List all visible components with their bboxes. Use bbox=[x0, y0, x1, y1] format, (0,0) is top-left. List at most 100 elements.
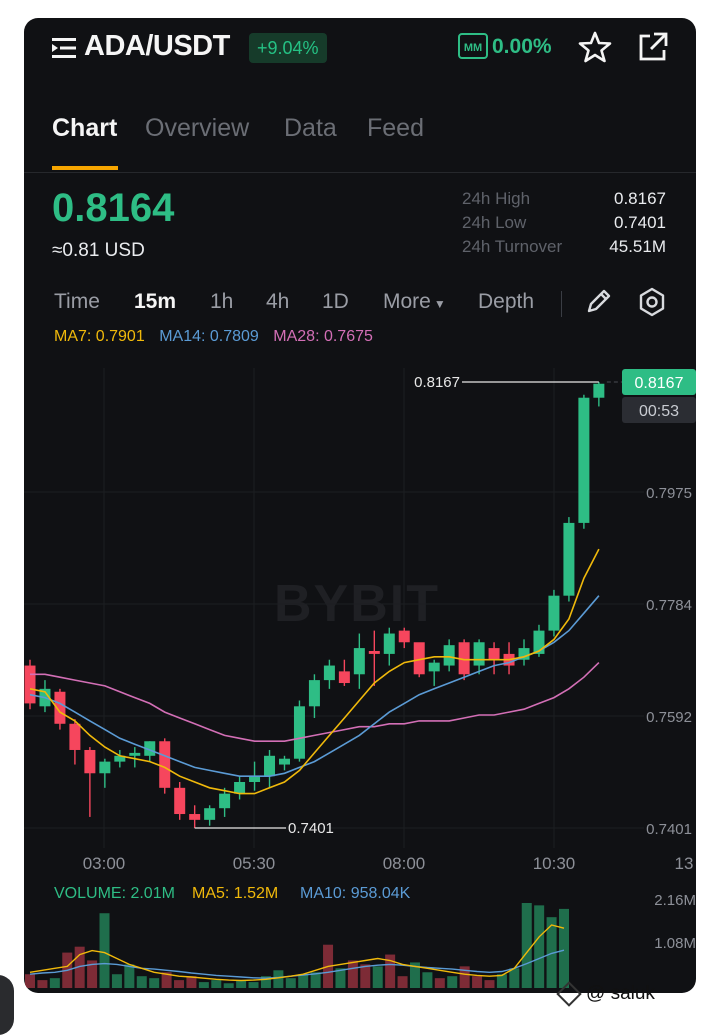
tab-data[interactable]: Data bbox=[284, 114, 337, 142]
candlestick-chart[interactable]: 0.7975 0.7784 0.7592 0.7401 03:00 05:30 08:00 1… bbox=[24, 348, 696, 993]
volume-bar bbox=[49, 978, 60, 988]
candle-body bbox=[114, 755, 126, 762]
candle-body bbox=[563, 522, 575, 596]
mm-value[interactable]: 0.00% bbox=[492, 35, 552, 58]
interval-1h[interactable]: 1h bbox=[210, 290, 234, 313]
tab-bar: Chart Overview Data Feed bbox=[24, 108, 696, 173]
price-change-badge: +9.04% bbox=[249, 33, 327, 63]
interval-15m[interactable]: 15m bbox=[134, 290, 177, 313]
candle-body bbox=[99, 761, 111, 774]
interval-depth[interactable]: Depth bbox=[478, 290, 535, 313]
usd-price: ≈0.81 USD bbox=[52, 240, 145, 261]
candle-body bbox=[174, 787, 186, 815]
stat-label-turnover: 24h Turnover bbox=[462, 237, 563, 256]
interval-time[interactable]: Time bbox=[54, 290, 100, 313]
interval-more[interactable]: More ▼ bbox=[383, 290, 446, 314]
candle-body bbox=[413, 642, 425, 675]
low-marker-label: 0.7401 bbox=[288, 820, 334, 837]
volume-ma5-line bbox=[29, 924, 565, 982]
volume-bar bbox=[198, 982, 209, 988]
volume-bar bbox=[447, 976, 458, 988]
volume-bar bbox=[496, 974, 507, 988]
interval-4h[interactable]: 4h bbox=[266, 290, 290, 313]
volume-bar bbox=[298, 974, 309, 988]
volume-bar bbox=[310, 972, 321, 988]
volume-bar bbox=[422, 972, 433, 988]
volume-bar bbox=[509, 968, 520, 988]
candle-body bbox=[473, 642, 485, 666]
share-icon[interactable] bbox=[636, 30, 670, 64]
x-tick-label: 05:30 bbox=[233, 854, 276, 873]
interval-1d[interactable]: 1D bbox=[322, 290, 349, 313]
tab-overview[interactable]: Overview bbox=[145, 114, 250, 142]
countdown-tag bbox=[622, 397, 696, 423]
volume-bar bbox=[136, 976, 147, 988]
volume-bar bbox=[186, 976, 197, 988]
candle-body bbox=[443, 645, 455, 666]
candle-body bbox=[323, 665, 335, 681]
x-tick-label: 13 bbox=[675, 854, 694, 873]
app-screen: ADA/USDT +9.04% MM 0.00% Chart Overview … bbox=[24, 18, 696, 993]
candle-body bbox=[204, 808, 216, 820]
volume-bar bbox=[25, 974, 35, 988]
ma28-label: MA28: 0.7675 bbox=[273, 328, 373, 345]
ma28-line bbox=[30, 662, 600, 743]
volume-bar bbox=[174, 980, 185, 988]
volume-bar bbox=[372, 966, 383, 988]
volume-ma10-legend: MA10: 958.04K bbox=[300, 885, 411, 902]
volume-bar bbox=[37, 980, 48, 988]
x-tick-label: 08:00 bbox=[383, 854, 426, 873]
volume-legend: VOLUME: 2.01M bbox=[54, 885, 175, 902]
volume-bar bbox=[87, 960, 98, 988]
tab-feed[interactable]: Feed bbox=[367, 114, 424, 142]
candle-body bbox=[518, 648, 530, 660]
volume-bar bbox=[335, 968, 346, 988]
tab-chart[interactable]: Chart bbox=[52, 114, 118, 142]
active-tab-indicator bbox=[52, 166, 118, 170]
settings-icon[interactable] bbox=[636, 286, 668, 318]
volume-bar bbox=[111, 974, 122, 988]
volume-bar bbox=[521, 903, 532, 988]
candle-body bbox=[338, 671, 350, 684]
divider bbox=[561, 291, 562, 317]
volume-bar bbox=[74, 946, 85, 988]
background-blob bbox=[0, 975, 14, 1035]
interval-bar: Time 15m 1h 4h 1D More ▼ Depth bbox=[24, 286, 696, 322]
volume-bar bbox=[124, 964, 135, 988]
current-price-tag bbox=[622, 369, 696, 395]
diamond-icon bbox=[556, 981, 582, 1007]
pen-icon[interactable] bbox=[584, 286, 614, 316]
volume-bar bbox=[360, 964, 371, 988]
x-tick-label: 03:00 bbox=[83, 854, 126, 873]
volume-bar bbox=[472, 976, 483, 988]
y-tick-label: 0.7401 bbox=[646, 821, 692, 838]
footer-watermark: @ saluk bbox=[556, 981, 655, 1007]
footer-text: @ saluk bbox=[586, 983, 655, 1004]
volume-bar bbox=[546, 917, 557, 988]
volume-bar bbox=[459, 966, 470, 988]
candle-body bbox=[383, 633, 395, 654]
current-price-label: 0.8167 bbox=[635, 375, 684, 392]
candle-body bbox=[69, 723, 81, 750]
top-bar: ADA/USDT +9.04% MM 0.00% bbox=[24, 18, 696, 78]
candle-body bbox=[84, 749, 96, 774]
trading-pair-title[interactable]: ADA/USDT bbox=[84, 30, 230, 62]
ma14-label: MA14: 0.7809 bbox=[159, 328, 259, 345]
candle-body bbox=[159, 741, 171, 788]
volume-bar bbox=[434, 978, 445, 988]
candle-body bbox=[428, 662, 440, 672]
volume-bar bbox=[211, 980, 222, 988]
y-tick-label: 0.7784 bbox=[646, 597, 692, 614]
volume-bar bbox=[223, 983, 234, 988]
y-tick-label: 0.7975 bbox=[646, 485, 692, 502]
candle-body bbox=[308, 680, 320, 707]
star-icon[interactable] bbox=[578, 30, 612, 64]
candle-body bbox=[398, 630, 410, 643]
high-marker-label: 0.8167 bbox=[414, 374, 460, 391]
x-tick-label: 10:30 bbox=[533, 854, 576, 873]
menu-icon[interactable] bbox=[52, 36, 78, 60]
candle-body bbox=[458, 642, 470, 675]
caret-down-icon: ▼ bbox=[433, 297, 446, 311]
stat-label-low: 24h Low bbox=[462, 213, 527, 232]
stat-value-high: 0.8167 bbox=[614, 189, 666, 208]
